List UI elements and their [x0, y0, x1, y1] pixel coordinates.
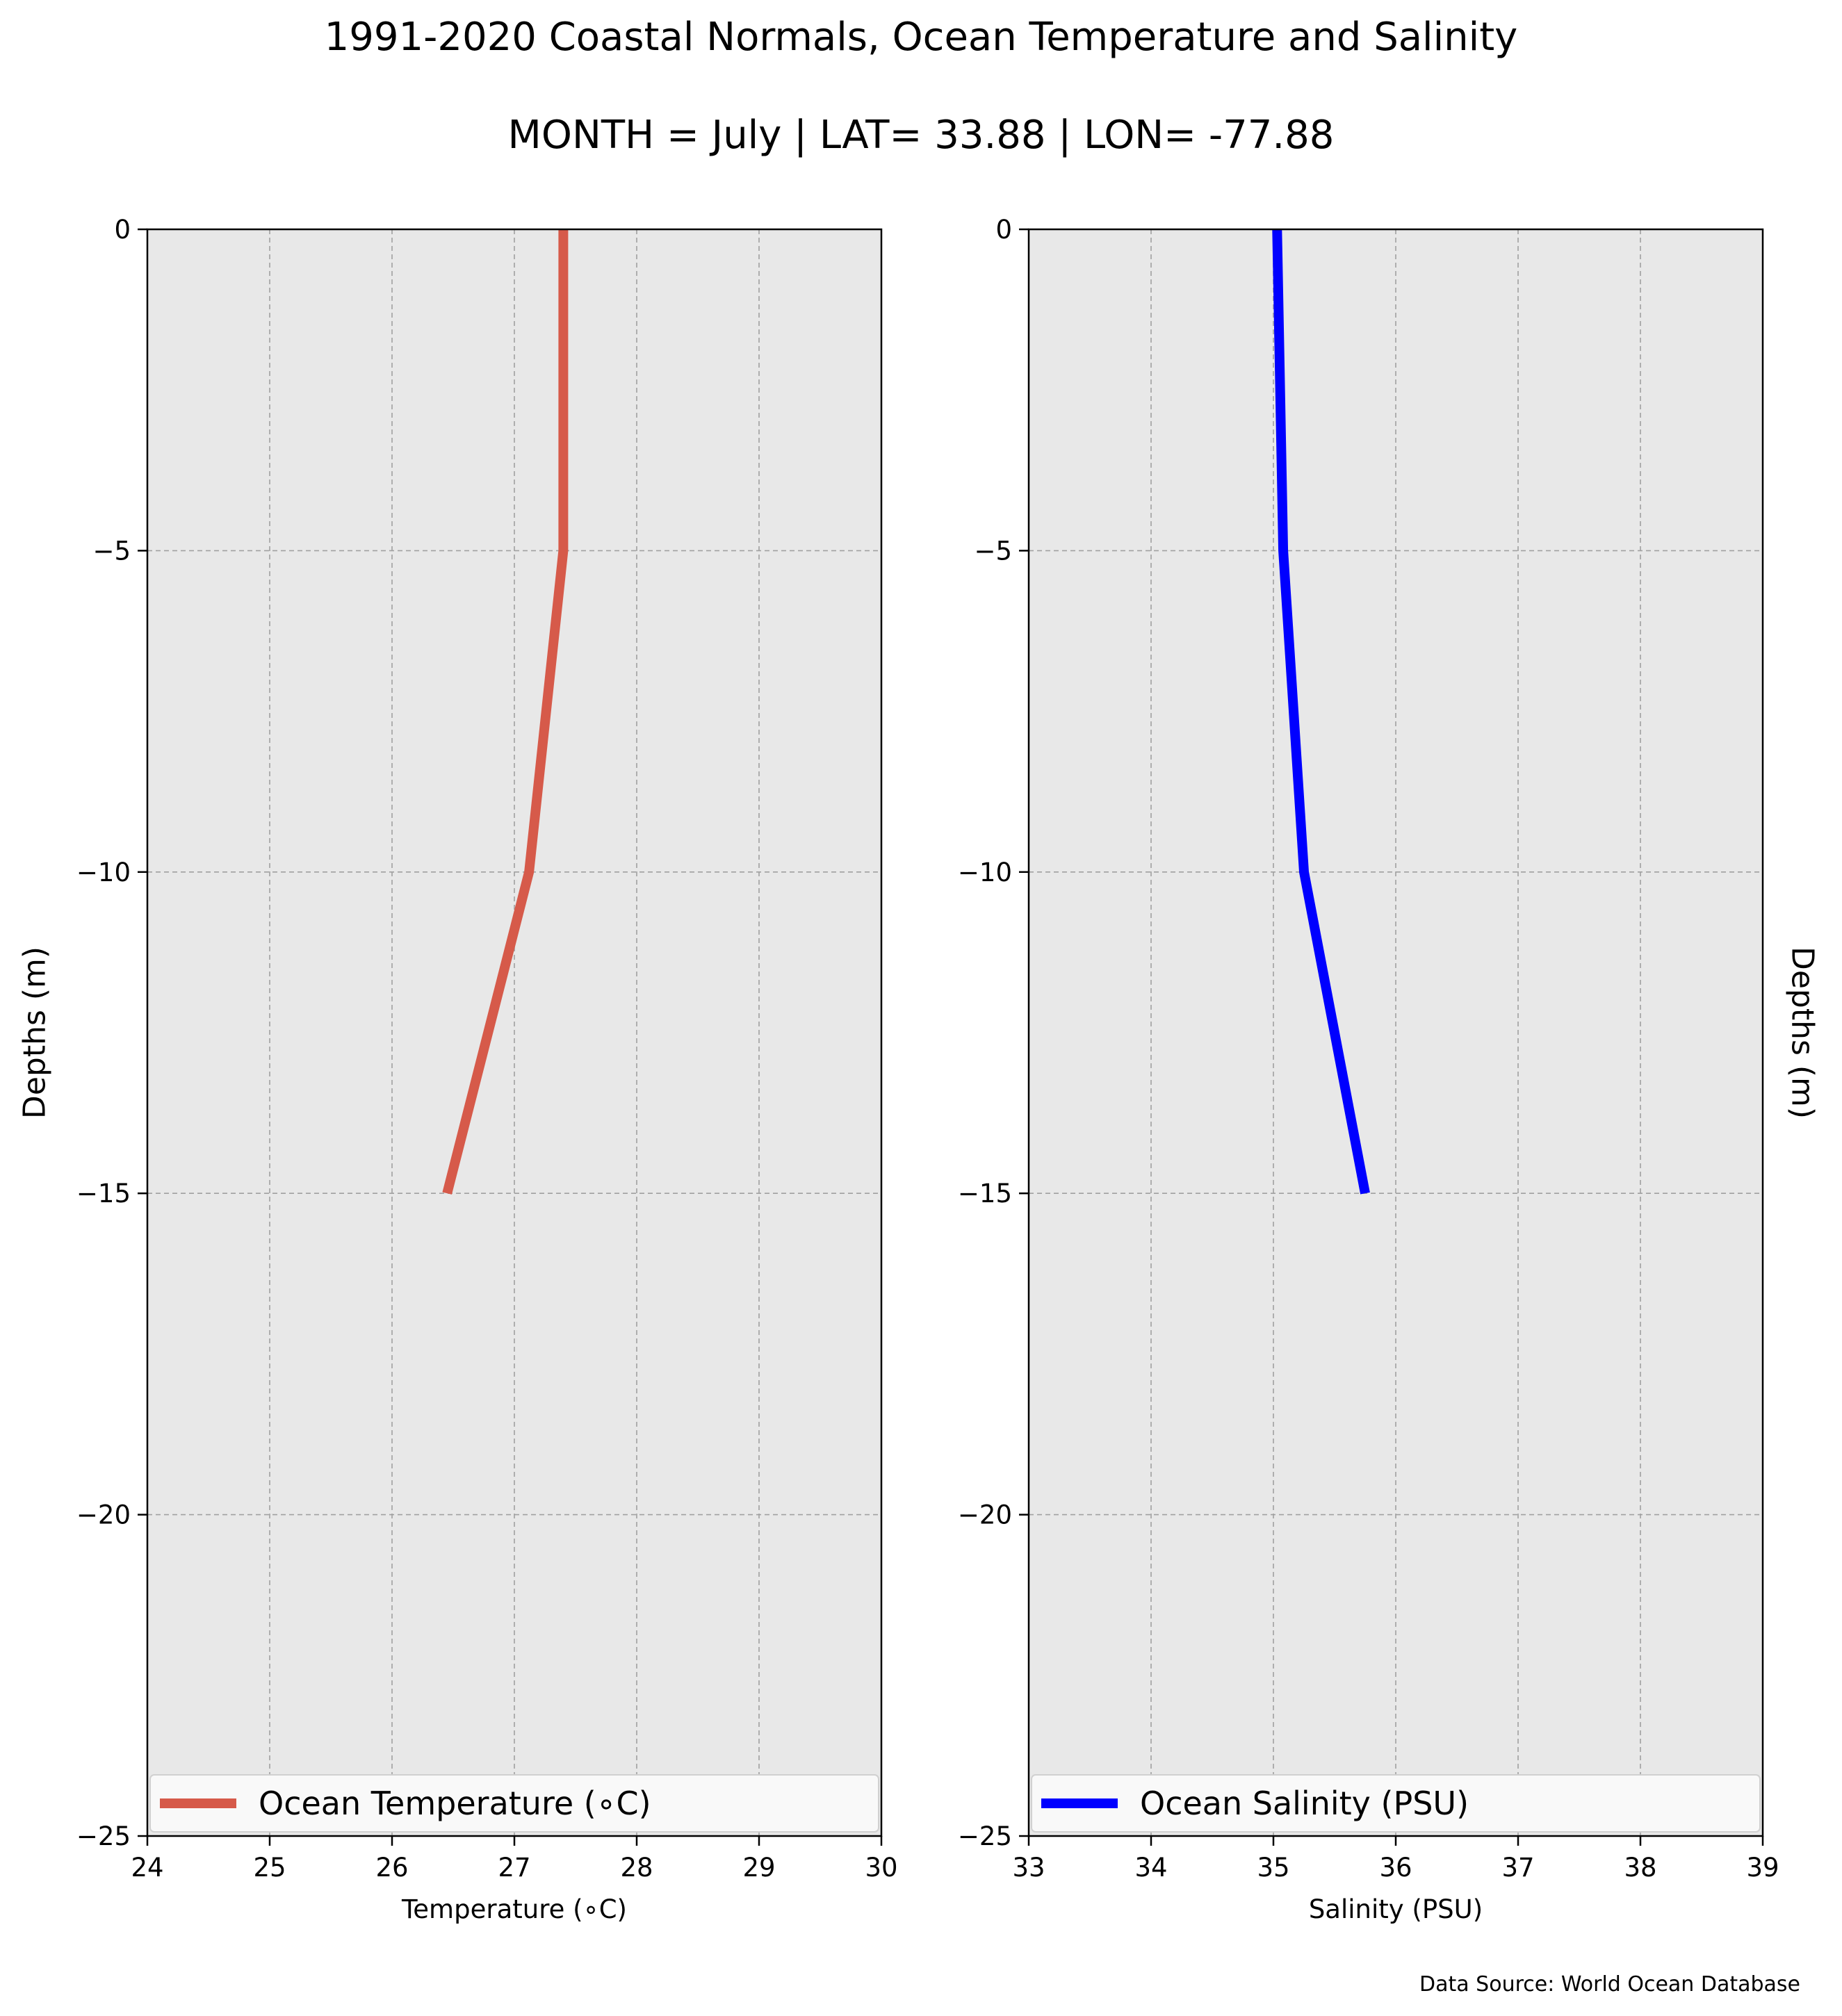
y-tick-label: −15 — [76, 1179, 131, 1208]
series-line — [442, 229, 569, 1195]
y-tick-label: −10 — [958, 858, 1012, 887]
x-tick-label: 34 — [1134, 1853, 1167, 1883]
legend-box — [1031, 1774, 1761, 1833]
y-axis-label: Depths (m) — [1785, 946, 1820, 1119]
x-tick-label: 30 — [865, 1853, 897, 1883]
x-axis-label: Temperature (∘C) — [401, 1894, 627, 1924]
legend-label: Ocean Salinity (PSU) — [1140, 1785, 1469, 1822]
x-tick-label: 24 — [131, 1853, 163, 1883]
y-tick-label: 0 — [995, 215, 1012, 245]
y-tick-label: −20 — [958, 1500, 1012, 1530]
x-tick-label: 25 — [253, 1853, 286, 1883]
x-tick-label: 29 — [742, 1853, 775, 1883]
x-tick-label: 39 — [1746, 1853, 1779, 1883]
x-tick-label: 33 — [1012, 1853, 1045, 1883]
figure-subtitle: MONTH = July | LAT= 33.88 | LON= -77.88 — [508, 113, 1335, 158]
x-tick-label: 35 — [1257, 1853, 1289, 1883]
temperature-panel: Ocean Temperature (∘C) 24 25 26 27 28 29 30 0 −5 −… — [17, 215, 898, 1924]
figure-title: 1991-2020 Coastal Normals, Ocean Tempera… — [325, 15, 1518, 60]
salinity-panel: Ocean Salinity (PSU) 33 34 35 36 37 38 39 0 −5 −10… — [958, 215, 1820, 1924]
x-tick-label: 38 — [1624, 1853, 1656, 1883]
legend-box — [149, 1774, 879, 1833]
x-tick-label: 28 — [620, 1853, 653, 1883]
data-source-note: Data Source: World Ocean Database — [1419, 1972, 1800, 1997]
x-axis-label: Salinity (PSU) — [1309, 1894, 1483, 1924]
y-tick-label: 0 — [114, 215, 131, 245]
legend-label: Ocean Temperature (∘C) — [259, 1785, 651, 1822]
y-tick-label: −15 — [958, 1179, 1012, 1208]
x-tick-label: 26 — [375, 1853, 408, 1883]
y-tick-label: −5 — [92, 536, 131, 566]
x-tick-label: 36 — [1379, 1853, 1412, 1883]
x-tick-label: 37 — [1501, 1853, 1534, 1883]
y-axis-label: Depths (m) — [17, 946, 53, 1119]
series-line — [1272, 229, 1370, 1195]
y-tick-label: −25 — [958, 1821, 1012, 1851]
x-tick-label: 27 — [498, 1853, 530, 1883]
y-tick-label: −25 — [76, 1821, 131, 1851]
y-tick-label: −20 — [76, 1500, 131, 1530]
y-tick-label: −5 — [974, 536, 1012, 566]
y-tick-label: −10 — [76, 858, 131, 887]
